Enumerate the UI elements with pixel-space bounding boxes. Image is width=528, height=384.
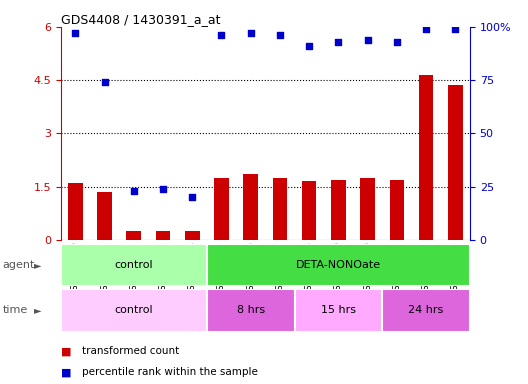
Text: control: control: [115, 260, 153, 270]
Point: [393, 39, 401, 45]
Bar: [61, 244, 207, 286]
Text: GSM549085: GSM549085: [217, 242, 226, 296]
Bar: [214, 178, 229, 240]
Text: GDS4408 / 1430391_a_at: GDS4408 / 1430391_a_at: [61, 13, 220, 26]
Bar: [97, 192, 112, 240]
Text: GSM549087: GSM549087: [276, 242, 285, 296]
Bar: [185, 231, 200, 240]
Text: GSM549091: GSM549091: [392, 242, 401, 296]
Text: 15 hrs: 15 hrs: [321, 305, 356, 316]
Point: [129, 188, 138, 194]
Bar: [448, 86, 463, 240]
Point: [451, 26, 459, 32]
Point: [334, 39, 343, 45]
Point: [247, 30, 255, 36]
Bar: [331, 180, 346, 240]
Point: [159, 186, 167, 192]
Text: ►: ►: [34, 260, 42, 270]
Bar: [419, 75, 433, 240]
Bar: [295, 289, 382, 332]
Text: transformed count: transformed count: [82, 346, 179, 356]
Text: time: time: [3, 305, 28, 316]
Bar: [382, 289, 470, 332]
Text: GSM549090: GSM549090: [363, 242, 372, 296]
Bar: [156, 231, 171, 240]
Bar: [272, 178, 287, 240]
Text: GSM549080: GSM549080: [71, 242, 80, 296]
Text: ►: ►: [34, 305, 42, 316]
Bar: [390, 180, 404, 240]
Point: [305, 43, 314, 49]
Text: GSM549082: GSM549082: [129, 242, 138, 296]
Bar: [360, 178, 375, 240]
Point: [71, 30, 80, 36]
Bar: [61, 289, 207, 332]
Text: 8 hrs: 8 hrs: [237, 305, 265, 316]
Text: ■: ■: [61, 346, 71, 356]
Point: [100, 79, 109, 85]
Point: [422, 26, 430, 32]
Text: DETA-NONOate: DETA-NONOate: [296, 260, 381, 270]
Bar: [207, 289, 295, 332]
Text: GSM549081: GSM549081: [100, 242, 109, 296]
Bar: [302, 181, 316, 240]
Text: agent: agent: [3, 260, 35, 270]
Text: GSM549088: GSM549088: [305, 242, 314, 296]
Text: 24 hrs: 24 hrs: [409, 305, 444, 316]
Point: [217, 32, 225, 38]
Text: percentile rank within the sample: percentile rank within the sample: [82, 367, 258, 377]
Text: GSM549092: GSM549092: [421, 242, 430, 296]
Text: GSM549083: GSM549083: [158, 242, 167, 296]
Text: GSM549089: GSM549089: [334, 242, 343, 296]
Point: [363, 36, 372, 43]
Bar: [207, 244, 470, 286]
Point: [276, 32, 284, 38]
Text: control: control: [115, 305, 153, 316]
Bar: [127, 231, 141, 240]
Bar: [243, 174, 258, 240]
Text: GSM549084: GSM549084: [188, 242, 197, 296]
Point: [188, 194, 196, 200]
Bar: [68, 183, 83, 240]
Text: ■: ■: [61, 367, 71, 377]
Text: GSM549093: GSM549093: [451, 242, 460, 296]
Text: GSM549086: GSM549086: [246, 242, 255, 296]
